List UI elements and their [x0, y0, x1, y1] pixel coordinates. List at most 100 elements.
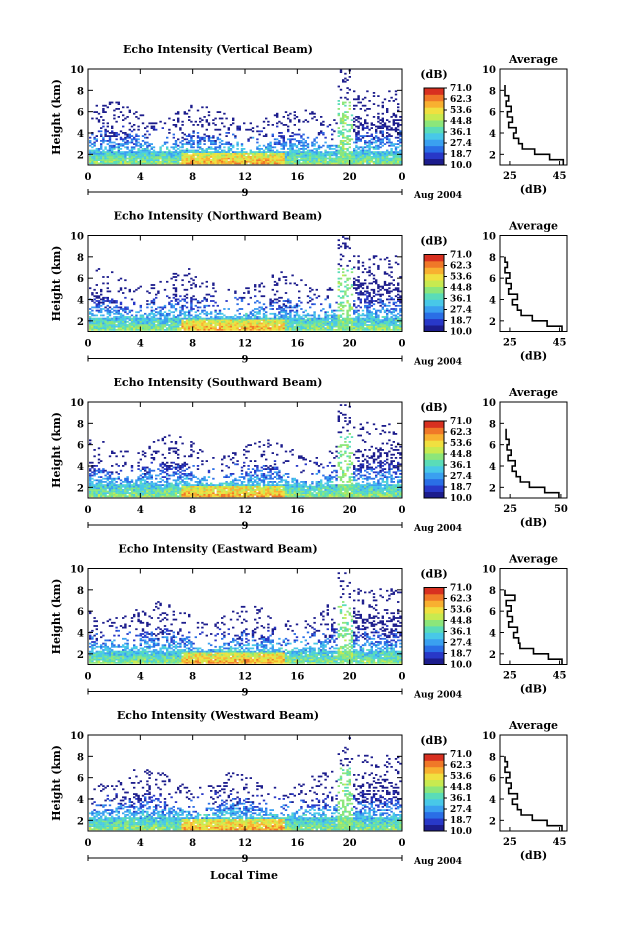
echo-cell	[249, 136, 252, 139]
echo-cell	[289, 146, 292, 149]
echo-cell	[276, 314, 279, 317]
echo-cell	[368, 295, 371, 298]
echo-cell	[194, 317, 197, 320]
echo-cell	[210, 152, 213, 155]
echo-cell	[232, 322, 235, 325]
echo-cell	[144, 162, 147, 165]
echo-cell	[148, 154, 151, 157]
echo-cell	[278, 152, 281, 155]
echo-cell	[317, 146, 321, 149]
echo-cell	[370, 127, 373, 129]
echo-cell	[227, 160, 230, 163]
echo-cell	[344, 304, 347, 307]
echo-cell	[95, 157, 98, 160]
echo-cell	[148, 468, 151, 470]
echo-cell	[249, 149, 252, 152]
echo-cell	[346, 288, 349, 291]
echo-cell	[298, 159, 301, 161]
echo-cell	[337, 306, 340, 309]
echo-cell	[342, 135, 345, 137]
echo-cell	[152, 458, 156, 461]
echo-cell	[133, 146, 136, 149]
echo-cell	[320, 116, 323, 118]
echo-cell	[100, 460, 103, 462]
echo-cell	[119, 324, 123, 326]
echo-cell	[372, 256, 376, 259]
echo-cell	[377, 285, 380, 288]
echo-cell	[205, 151, 208, 153]
y-tick-label: 6	[77, 108, 84, 119]
echo-cell	[148, 482, 151, 485]
echo-cell	[207, 162, 211, 165]
echo-cell	[295, 144, 299, 147]
echo-cell	[238, 154, 241, 157]
echo-cell	[214, 146, 217, 149]
echo-cell	[265, 156, 268, 158]
echo-cell	[300, 320, 303, 323]
echo-cell	[309, 112, 312, 115]
x-tick-label: 16	[290, 339, 304, 350]
echo-cell	[93, 160, 96, 163]
echo-cell	[106, 482, 109, 485]
echo-cell	[212, 141, 215, 144]
echo-cell	[379, 298, 382, 301]
echo-cell	[388, 325, 391, 328]
echo-cell	[119, 482, 123, 485]
echo-cell	[192, 328, 195, 331]
echo-cell	[196, 309, 200, 312]
echo-cell	[93, 159, 96, 161]
echo-cell	[194, 316, 197, 318]
echo-cell	[269, 303, 272, 306]
colorbar-swatch	[424, 132, 444, 140]
echo-cell	[342, 103, 345, 105]
echo-cell	[93, 295, 96, 298]
echo-cell	[174, 327, 178, 330]
echo-cell	[322, 157, 325, 160]
echo-cell	[247, 325, 250, 328]
echo-cell	[240, 143, 244, 145]
echo-cell	[205, 128, 208, 131]
echo-cell	[124, 328, 127, 331]
echo-cell	[108, 482, 112, 485]
echo-cell	[289, 159, 292, 161]
echo-cell	[368, 160, 371, 163]
echo-cell	[397, 300, 400, 302]
echo-cell	[399, 135, 402, 137]
echo-cell	[122, 485, 125, 488]
echo-cell	[370, 327, 373, 330]
echo-cell	[185, 319, 189, 322]
echo-cell	[245, 159, 248, 161]
echo-cell	[150, 151, 153, 153]
echo-cell	[177, 144, 180, 147]
echo-cell	[150, 477, 153, 480]
echo-cell	[163, 122, 167, 125]
echo-cell	[256, 141, 259, 144]
echo-cell	[350, 114, 354, 117]
echo-cell	[361, 136, 365, 139]
echo-cell	[95, 156, 98, 158]
echo-cell	[207, 320, 211, 323]
echo-cell	[212, 154, 215, 157]
echo-cell	[117, 322, 120, 325]
echo-cell	[262, 160, 266, 163]
echo-cell	[183, 314, 186, 317]
echo-cell	[150, 319, 153, 322]
echo-cell	[106, 308, 109, 310]
colorbar-tick-label: 18.7	[450, 150, 472, 160]
echo-cell	[148, 314, 151, 317]
echo-cell	[150, 309, 153, 312]
echo-cell	[141, 479, 145, 482]
echo-cell	[269, 141, 272, 144]
echo-cell	[108, 152, 112, 155]
echo-cell	[238, 127, 241, 129]
echo-cell	[331, 157, 334, 160]
echo-cell	[161, 484, 164, 486]
echo-cell	[150, 312, 153, 315]
echo-cell	[357, 296, 360, 299]
echo-cell	[397, 133, 400, 136]
echo-cell	[104, 319, 107, 322]
echo-cell	[339, 140, 343, 142]
echo-cell	[392, 114, 395, 117]
echo-cell	[100, 308, 103, 310]
echo-cell	[366, 309, 369, 312]
